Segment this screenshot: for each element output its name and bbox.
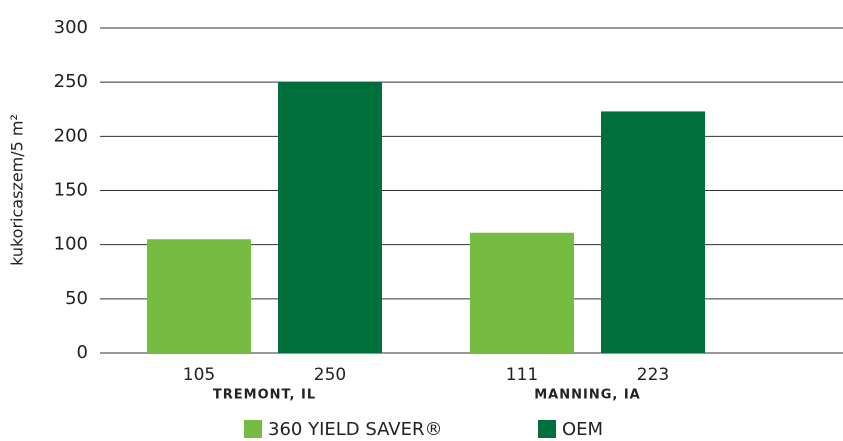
value-label: 250: [314, 365, 346, 385]
value-label: 111: [506, 365, 538, 385]
y-tick-label: 200: [54, 125, 88, 146]
bar: [278, 82, 382, 354]
value-label: 105: [183, 365, 215, 385]
legend-label: 360 YIELD SAVER®: [268, 419, 442, 440]
bar: [601, 111, 705, 354]
legend-swatch: [244, 420, 262, 438]
y-tick-label: 250: [54, 71, 88, 92]
x-tick-label: MANNING, IA: [534, 388, 641, 403]
y-tick-label: 100: [54, 234, 88, 255]
y-axis-label: kukoricaszem/5 m²: [8, 114, 27, 266]
value-label: 223: [637, 365, 669, 385]
y-tick-label: 50: [65, 288, 88, 309]
bar: [470, 232, 574, 353]
legend-swatch: [538, 420, 556, 438]
y-tick-label: 300: [54, 17, 88, 38]
y-tick-label: 150: [54, 180, 88, 201]
legend-label: OEM: [562, 419, 603, 440]
y-tick-label: 0: [77, 342, 88, 363]
x-tick-label: TREMONT, IL: [213, 388, 316, 403]
bar: [147, 239, 251, 353]
